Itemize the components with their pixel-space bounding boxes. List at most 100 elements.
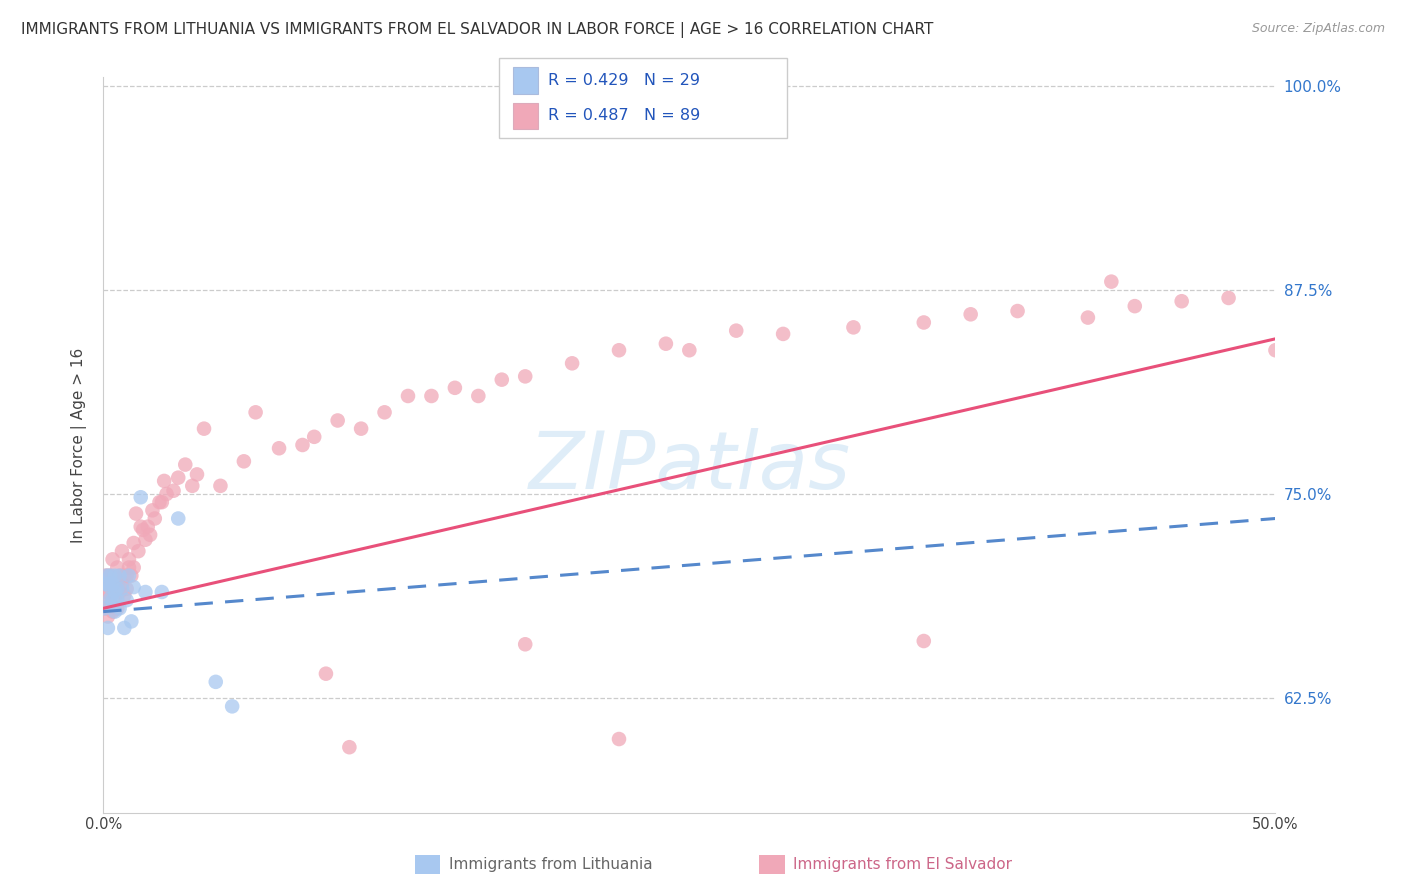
Point [101,593,124,607]
Point [204,674,226,689]
Point [94,601,117,615]
Point [134,585,156,599]
Point [111,544,134,558]
Point [155,487,177,501]
Point [98,591,121,606]
Point [94,568,117,582]
Point [772,326,794,341]
Point [115,568,138,582]
Point [842,320,865,334]
Point [120,615,142,629]
Point [136,519,159,533]
Text: R = 0.429   N = 29: R = 0.429 N = 29 [548,73,700,87]
Point [139,528,162,542]
Point [515,369,537,384]
Point [105,582,128,596]
Point [105,560,128,574]
Point [118,560,141,574]
Point [143,511,166,525]
Point [104,572,127,586]
Point [115,593,138,607]
Point [491,373,513,387]
Point [129,519,152,533]
Point [98,568,121,582]
Point [108,568,131,582]
Point [101,577,124,591]
Point [108,601,131,615]
Point [153,474,176,488]
Point [337,740,360,755]
Text: R = 0.487   N = 89: R = 0.487 N = 89 [548,109,700,123]
Point [420,389,443,403]
Point [912,634,935,648]
Point [655,336,678,351]
Point [467,389,489,403]
Point [112,588,135,602]
Point [104,601,127,615]
Point [232,454,254,468]
Point [112,568,135,582]
Text: Immigrants from Lithuania: Immigrants from Lithuania [449,857,652,871]
Point [97,621,120,635]
Point [193,422,215,436]
Point [150,585,173,599]
Point [93,585,115,599]
Point [111,582,134,596]
Point [104,588,127,602]
Point [96,568,118,582]
Point [1099,275,1122,289]
Point [101,577,124,591]
Point [1077,310,1099,325]
Point [101,605,124,619]
Point [104,568,127,582]
Point [105,601,128,615]
Point [108,568,131,582]
Point [93,601,115,615]
Point [174,458,197,472]
Point [607,732,630,747]
Text: ZIPatlas: ZIPatlas [529,428,851,506]
Point [725,324,748,338]
Text: IMMIGRANTS FROM LITHUANIA VS IMMIGRANTS FROM EL SALVADOR IN LABOR FORCE | AGE > : IMMIGRANTS FROM LITHUANIA VS IMMIGRANTS … [21,22,934,38]
Point [104,585,127,599]
Point [245,405,267,419]
Point [141,503,163,517]
Point [105,577,128,591]
Point [912,316,935,330]
Point [98,580,121,594]
Point [132,523,155,537]
Point [959,307,981,321]
Point [167,470,190,484]
Point [561,356,583,370]
Point [302,430,325,444]
Point [134,533,156,547]
Point [1007,304,1029,318]
Point [221,699,243,714]
Point [444,381,467,395]
Point [118,568,141,582]
Point [374,405,396,419]
Point [127,544,149,558]
Point [315,666,337,681]
Point [112,621,135,635]
Point [122,560,145,574]
Point [1170,294,1192,309]
Point [267,442,290,456]
Point [291,438,314,452]
Point [326,413,349,427]
Point [181,479,204,493]
Point [122,536,145,550]
Point [209,479,232,493]
Point [148,495,170,509]
Point [167,511,190,525]
Point [350,422,373,436]
Point [115,582,138,596]
Point [1123,299,1146,313]
Point [1218,291,1240,305]
Text: Immigrants from El Salvador: Immigrants from El Salvador [793,857,1012,871]
Point [98,598,121,612]
Point [96,577,118,591]
Point [150,495,173,509]
Point [118,552,141,566]
Point [105,593,128,607]
